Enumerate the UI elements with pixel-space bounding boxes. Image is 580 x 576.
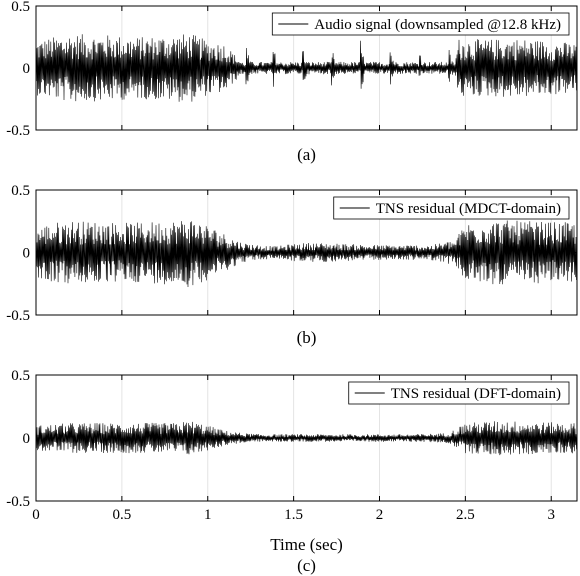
legend-label: TNS residual (MDCT-domain) — [376, 201, 561, 217]
legend-label: TNS residual (DFT-domain) — [391, 386, 561, 402]
y-tick-label: 0.5 — [11, 0, 30, 15]
legend-box — [333, 196, 570, 220]
x-tick-label: 0.5 — [112, 507, 131, 523]
legend-box — [348, 381, 570, 405]
waveform-series — [35, 421, 578, 456]
y-tick-label: 0.5 — [11, 183, 30, 199]
legend: TNS residual (DFT-domain) — [348, 381, 570, 405]
x-tick-label: 2 — [376, 507, 384, 523]
x-tick-label: 0 — [32, 507, 40, 523]
x-tick-label: 2.5 — [456, 507, 475, 523]
legend-box — [271, 12, 570, 36]
x-tick-label: 1 — [204, 507, 212, 523]
y-tick-label: 0 — [23, 61, 31, 77]
panel-label: (b) — [297, 328, 317, 347]
panel-label: (c) — [297, 556, 316, 575]
panel-a: 0.5 0 -0.5 Audio signal (downsampled @12.8 … — [6, 0, 578, 164]
y-tick-label: 0 — [23, 431, 31, 447]
y-tick-label: -0.5 — [6, 123, 30, 139]
x-axis-label: Time (sec) — [270, 535, 343, 554]
y-tick-label: -0.5 — [6, 494, 30, 510]
waveform-series — [35, 34, 578, 102]
x-tick-label: 3 — [547, 507, 555, 523]
y-tick-label: 0 — [23, 246, 31, 262]
legend: TNS residual (MDCT-domain) — [333, 196, 570, 220]
legend: Audio signal (downsampled @12.8 kHz) — [271, 12, 570, 36]
legend-label: Audio signal (downsampled @12.8 kHz) — [314, 17, 561, 33]
panel-label: (a) — [297, 145, 316, 164]
waveform-series — [35, 220, 578, 288]
y-tick-label: 0.5 — [11, 368, 30, 384]
x-tick-label: 1.5 — [284, 507, 303, 523]
y-tick-label: -0.5 — [6, 308, 30, 324]
panel-b: 0.5 0 -0.5 TNS residual (MDCT-domain) (b) — [6, 183, 578, 347]
